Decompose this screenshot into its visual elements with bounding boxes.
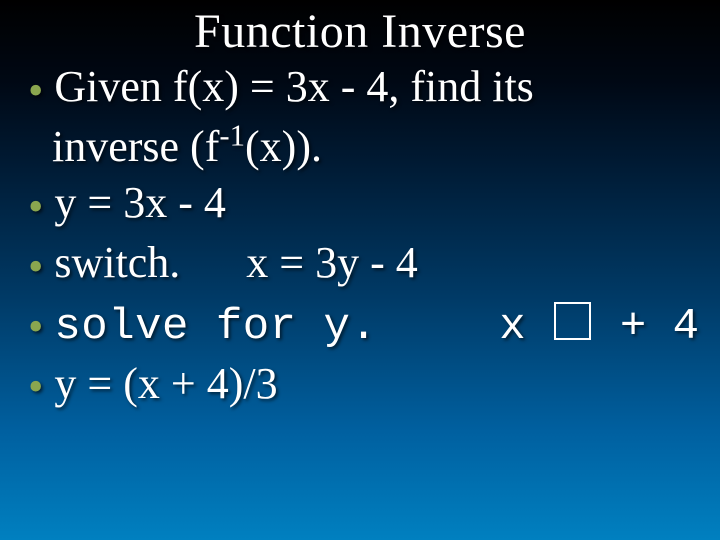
bullet-dot-icon: • bbox=[28, 299, 43, 355]
bullet-1-line-2: inverse (f-1(x)). bbox=[28, 119, 720, 175]
bullet-2-text: y = 3x - 4 bbox=[54, 178, 225, 227]
bullet-4-text-a: solve for y. bbox=[54, 302, 377, 352]
bullet-4: • solve for y. x + 4 = bbox=[28, 296, 720, 356]
bullet-dot-icon: • bbox=[28, 239, 43, 295]
bullet-3-text-a: switch. bbox=[54, 238, 180, 287]
bullet-2: • y = 3x - 4 bbox=[28, 175, 720, 235]
bullet-5-text: y = (x + 4)/3 bbox=[54, 359, 277, 408]
bullet-dot-icon: • bbox=[28, 359, 43, 415]
bullet-1-superscript: -1 bbox=[219, 118, 245, 152]
bullet-5: • y = (x + 4)/3 bbox=[28, 356, 720, 416]
bullet-4-text-b: x + 4 = bbox=[499, 302, 720, 352]
slide-body: • Given f(x) = 3x - 4, find its inverse … bbox=[0, 59, 720, 416]
slide-title: Function Inverse bbox=[0, 0, 720, 59]
bullet-1-text-a: Given f(x) = 3x - 4, find its bbox=[54, 62, 533, 111]
bullet-4-b-suffix: + 4 = bbox=[620, 302, 720, 352]
missing-glyph-icon bbox=[554, 302, 591, 339]
bullet-1-text-b-prefix: inverse (f bbox=[52, 122, 219, 171]
bullet-3-text-b: x = 3y - 4 bbox=[246, 238, 417, 287]
bullet-dot-icon: • bbox=[28, 179, 43, 235]
bullet-4-b-prefix: x bbox=[499, 302, 552, 352]
bullet-1-text-b-suffix: (x)). bbox=[245, 122, 322, 171]
bullet-dot-icon: • bbox=[28, 63, 43, 119]
slide: Function Inverse • Given f(x) = 3x - 4, … bbox=[0, 0, 720, 540]
bullet-1-line-1: • Given f(x) = 3x - 4, find its bbox=[28, 59, 720, 119]
bullet-3: • switch. x = 3y - 4 bbox=[28, 235, 720, 295]
